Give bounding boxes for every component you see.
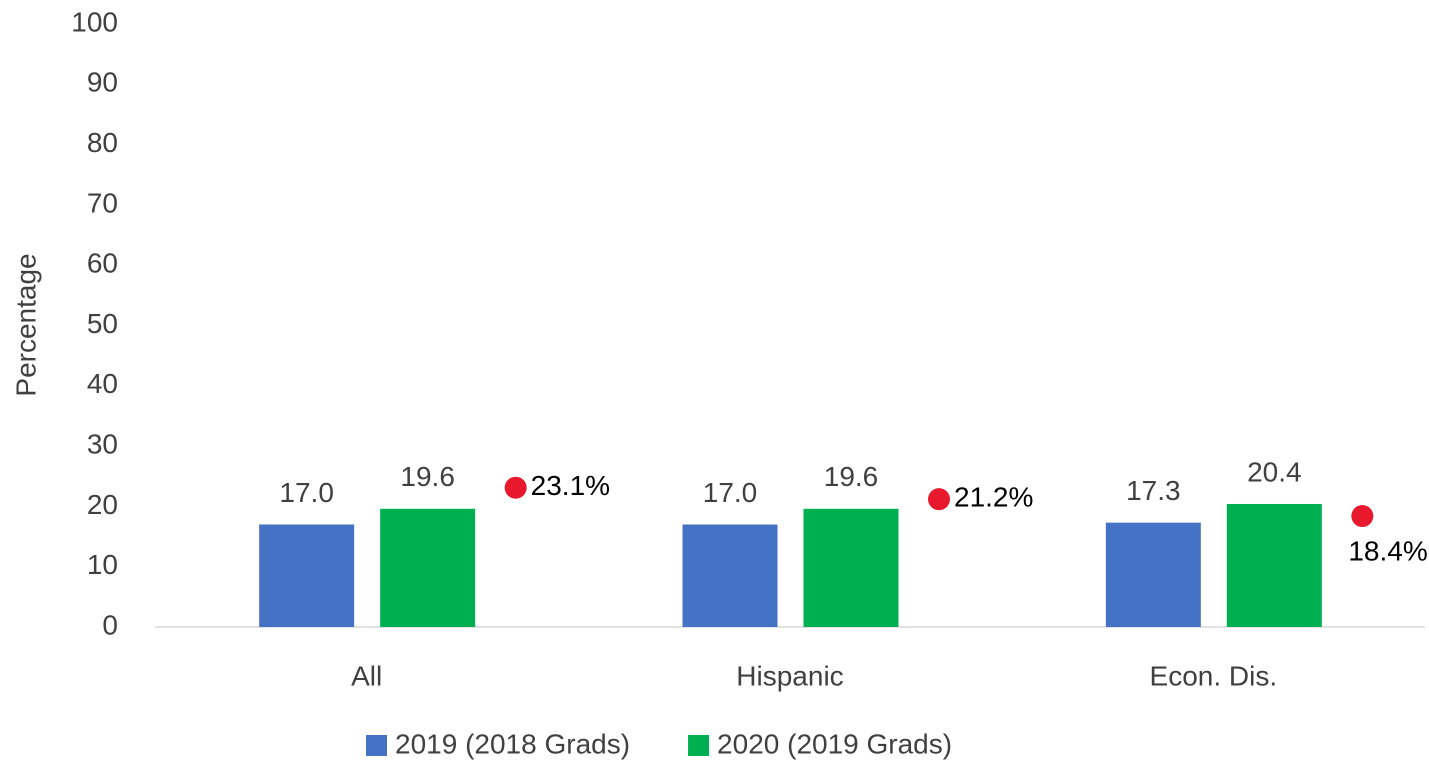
- data-label: 19.6: [400, 461, 455, 492]
- legend-swatch: [688, 735, 710, 756]
- bar: [380, 508, 476, 627]
- data-label: 19.6: [824, 461, 879, 492]
- x-tick-label: Hispanic: [736, 660, 843, 691]
- data-label: 18.4%: [1348, 535, 1427, 566]
- legend-label: 2020 (2019 Grads): [717, 728, 952, 759]
- x-tick-label: All: [351, 660, 382, 691]
- y-tick-label: 40: [87, 368, 118, 399]
- data-label: 17.0: [279, 477, 334, 508]
- y-tick-label: 90: [87, 67, 118, 98]
- data-label: 17.0: [703, 477, 758, 508]
- y-tick-label: 0: [102, 609, 118, 640]
- bar: [803, 508, 899, 627]
- y-tick-label: 80: [87, 127, 118, 158]
- legend-swatch: [366, 735, 387, 756]
- y-tick-label: 100: [71, 6, 118, 37]
- data-label: 20.4: [1247, 456, 1302, 487]
- dot: [928, 488, 950, 511]
- legend-label: 2019 (2018 Grads): [395, 728, 630, 759]
- data-label: 23.1%: [531, 470, 610, 501]
- y-axis-title: Percentage: [10, 253, 41, 396]
- bar: [1105, 522, 1201, 627]
- data-label: 17.3: [1126, 475, 1181, 506]
- y-tick-label: 70: [87, 187, 118, 218]
- y-tick-label: 20: [87, 489, 118, 520]
- y-tick-label: 30: [87, 428, 118, 459]
- bar: [682, 524, 778, 627]
- bar: [259, 524, 355, 627]
- y-tick-label: 60: [87, 248, 118, 279]
- y-tick-label: 10: [87, 549, 118, 580]
- data-label: 21.2%: [954, 482, 1033, 513]
- bar: [1226, 503, 1322, 627]
- dot: [504, 476, 527, 499]
- dot: [1351, 505, 1374, 528]
- y-tick-label: 50: [87, 308, 118, 339]
- x-tick-label: Econ. Dis.: [1150, 660, 1278, 691]
